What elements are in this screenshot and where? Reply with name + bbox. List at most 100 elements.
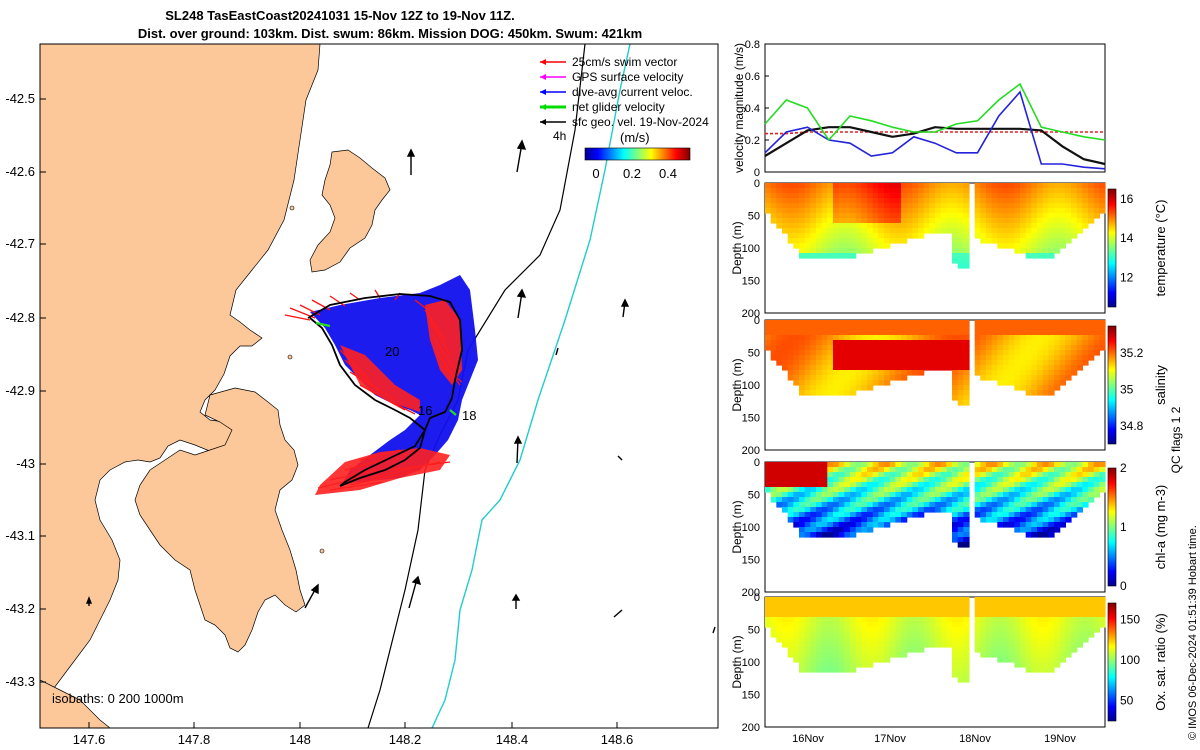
section-cell <box>1082 325 1089 331</box>
section-cell <box>872 522 879 528</box>
section-cell <box>799 512 806 518</box>
section-cell <box>816 340 823 346</box>
section-cell <box>810 497 817 503</box>
section-cell <box>810 667 817 673</box>
section-cell <box>867 233 874 239</box>
section-cell <box>929 632 936 638</box>
section-cell <box>991 632 998 638</box>
section-cell <box>1008 467 1015 473</box>
section-cell <box>821 223 828 229</box>
section-cell <box>1020 657 1027 663</box>
section-cell <box>957 208 964 214</box>
section-cell <box>1031 330 1038 336</box>
section-cell <box>850 642 857 648</box>
section-cell <box>861 597 868 603</box>
section-cell <box>940 607 947 613</box>
section-cell <box>1059 320 1066 326</box>
section-cell <box>770 213 777 219</box>
section-cell <box>974 360 981 366</box>
section-cell <box>787 597 794 603</box>
section-cell <box>827 223 834 229</box>
section-cell <box>940 617 947 623</box>
section-cell <box>793 512 800 518</box>
section-cell <box>844 527 851 533</box>
section-cell <box>850 652 857 658</box>
section-cell <box>855 345 862 351</box>
section-cell <box>867 325 874 331</box>
section-cell <box>855 517 862 523</box>
section-cell <box>776 487 783 493</box>
section-y-tick-label: 0 <box>754 457 760 469</box>
section-cell <box>1042 375 1049 381</box>
section-cell <box>1008 612 1015 618</box>
section-cell <box>1048 612 1055 618</box>
section-cell <box>1088 340 1095 346</box>
section-cell <box>833 330 840 336</box>
section-cell <box>855 522 862 528</box>
section-cell <box>872 183 879 189</box>
section-cell <box>1031 355 1038 361</box>
section-cell <box>1014 597 1021 603</box>
section-cell <box>1042 385 1049 391</box>
section-cell <box>980 198 987 204</box>
section-cell <box>940 223 947 229</box>
section-cell <box>884 507 891 513</box>
section-cell <box>980 370 987 376</box>
section-cell <box>952 380 959 386</box>
section-cell <box>787 497 794 503</box>
section-cell <box>980 472 987 478</box>
section-cell <box>787 462 794 468</box>
section-cell <box>974 617 981 623</box>
section-cell <box>957 612 964 618</box>
section-cell <box>1037 612 1044 618</box>
section-cell <box>838 602 845 608</box>
section-cell <box>912 208 919 214</box>
section-cell <box>770 627 777 633</box>
section-cell <box>997 502 1004 508</box>
section-cell <box>827 522 834 528</box>
section-cell <box>1065 497 1072 503</box>
section-cell <box>782 472 789 478</box>
section-cell <box>1008 602 1015 608</box>
section-cell <box>855 527 862 533</box>
section-colorbar <box>1107 602 1117 722</box>
section-cell <box>1071 350 1078 356</box>
section-cell <box>872 502 879 508</box>
section-cell <box>1054 612 1061 618</box>
section-cell <box>884 602 891 608</box>
section-cell <box>765 188 772 194</box>
section-cell <box>974 467 981 473</box>
section-cell <box>1082 477 1089 483</box>
section-cell <box>776 622 783 628</box>
section-cell <box>782 502 789 508</box>
section-cell <box>1071 477 1078 483</box>
section-cell <box>1020 487 1027 493</box>
section-cell <box>940 642 947 648</box>
section-cell <box>884 502 891 508</box>
section-cell <box>833 517 840 523</box>
section-cell <box>765 203 772 209</box>
section-cell <box>861 325 868 331</box>
section-cell <box>1048 482 1055 488</box>
section-cell <box>974 642 981 648</box>
section-cell <box>997 597 1004 603</box>
section-cell <box>946 330 953 336</box>
section-cell <box>1048 667 1055 673</box>
section-cell <box>1071 467 1078 473</box>
section-cell <box>838 355 845 361</box>
section-cell <box>838 647 845 653</box>
section-cell <box>1054 320 1061 326</box>
section-cell <box>1025 233 1032 239</box>
section-cell <box>867 607 874 613</box>
section-cell <box>963 462 970 468</box>
section-cell <box>844 602 851 608</box>
section-cell <box>816 597 823 603</box>
section-cell <box>804 183 811 189</box>
section-cell <box>1031 340 1038 346</box>
section-cell <box>1025 208 1032 214</box>
section-cell <box>957 467 964 473</box>
section-cell <box>872 213 879 219</box>
section-cell <box>1003 652 1010 658</box>
section-cell <box>1076 208 1083 214</box>
